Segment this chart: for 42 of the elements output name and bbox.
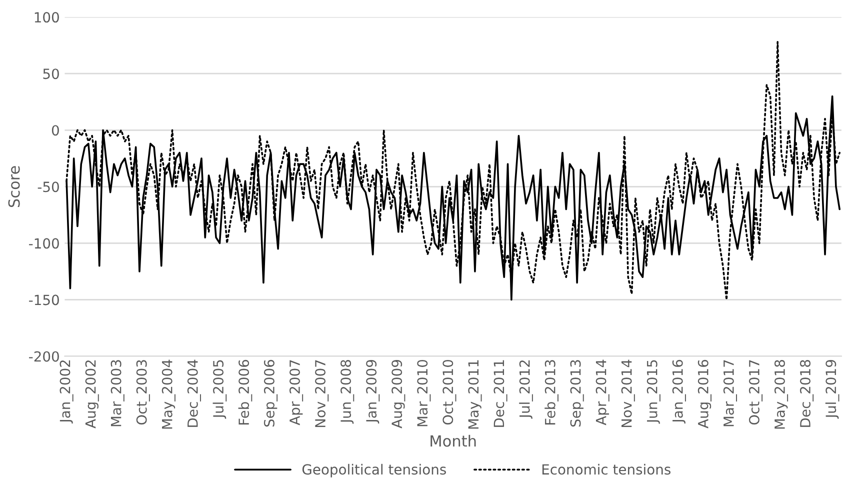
x-tick-label: Jan_2009	[366, 360, 380, 424]
y-tick-label: 100	[34, 12, 59, 23]
y-tick-label: -50	[38, 182, 59, 192]
x-tick-label: Apr_2014	[596, 360, 610, 426]
x-tick-label: Jun_2008	[340, 360, 354, 424]
y-tick-label: 50	[43, 68, 59, 80]
x-tick-label: Sep_2013	[570, 360, 584, 427]
legend-label: Geopolitical tensions	[302, 464, 446, 478]
x-tick-label: Jul_2012	[519, 360, 533, 419]
x-tick-label: Jan_2016	[672, 360, 686, 424]
x-tick-label: Jul_2019	[825, 360, 840, 419]
x-tick-label: Dec_2004	[187, 360, 201, 427]
x-axis-title: Month	[430, 434, 476, 447]
x-tick-label: Aug_2016	[698, 360, 712, 428]
x-tick-label: Jan_2002	[60, 360, 74, 424]
x-tick-label: Dec_2011	[494, 360, 508, 427]
x-tick-label: Apr_2007	[289, 360, 304, 426]
x-tick-label: Sep_2006	[264, 360, 278, 427]
x-tick-label: Aug_2002	[85, 360, 99, 428]
x-tick-label: Oct_2010	[442, 360, 456, 425]
x-tick-label: Mar_2010	[417, 360, 431, 426]
x-tick-label: Oct_2017	[748, 360, 763, 425]
x-tick-label: Jul_2005	[212, 360, 227, 419]
x-tick-label: May_2018	[774, 360, 788, 429]
x-tick-label: Feb_2013	[544, 360, 558, 425]
x-tick-label: Nov_2007	[315, 360, 329, 428]
x-tick-label: Oct_2003	[136, 360, 150, 425]
x-tick-label: May_2004	[162, 360, 176, 429]
y-axis-title: Score	[8, 166, 20, 208]
y-tick-label: -200	[29, 351, 59, 362]
y-tick-label: -150	[29, 294, 59, 306]
x-tick-label: Aug_2009	[392, 360, 406, 428]
x-tick-label: Mar_2003	[110, 360, 124, 426]
x-tick-label: Jun_2015	[646, 360, 660, 424]
y-tick-label: 0	[52, 125, 59, 136]
x-tick-label: Nov_2014	[621, 360, 635, 428]
y-tick-label: -100	[29, 238, 59, 249]
x-tick-label: May_2011	[468, 360, 482, 429]
legend-label: Economic tensions	[542, 464, 670, 475]
x-tick-label: Dec_2018	[800, 360, 814, 427]
x-tick-label: Feb_2006	[238, 360, 252, 425]
x-tick-label: Mar_2017	[723, 360, 737, 426]
